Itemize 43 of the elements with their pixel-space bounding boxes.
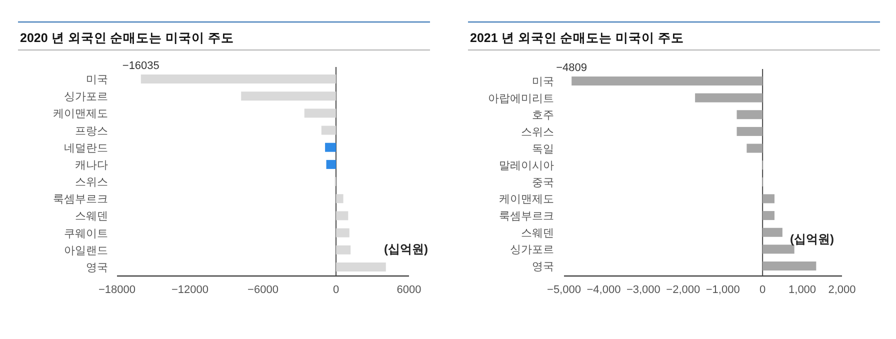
x-tick-label: 0	[332, 284, 340, 296]
y-tick-label: 케이맨제도	[499, 194, 554, 206]
y-tick-label: 미국	[532, 76, 554, 88]
y-tick-label: 스위스	[521, 126, 554, 138]
x-tick-label: −4,000	[586, 284, 621, 296]
y-tick-label: 싱가포르	[64, 91, 108, 104]
y-tick-label: 스웨덴	[75, 210, 108, 223]
annotation: (십억원)	[384, 242, 428, 256]
y-tick-label: 영국	[532, 261, 554, 273]
x-tick-label: 2,000	[828, 284, 856, 296]
x-tick-label: −1,000	[706, 284, 740, 296]
y-tick-label: 룩셈부르크	[499, 210, 554, 223]
y-tick-label: 영국	[86, 262, 108, 274]
data-label: −16035	[122, 60, 160, 72]
y-tick-label: 룩셈부르크	[53, 194, 108, 206]
x-tick-label: −12000	[171, 284, 209, 296]
y-tick-label: 스웨덴	[521, 227, 554, 240]
x-tick-label: −18000	[98, 284, 136, 296]
data-label: −4809	[556, 62, 588, 74]
y-tick-label: 독일	[532, 143, 554, 156]
x-tick-label: −6000	[248, 284, 278, 296]
y-tick-label: 캐나다	[75, 159, 108, 172]
y-tick-label: 아일랜드	[64, 244, 108, 257]
chart-title: 2020 년 외국인 순매도는 미국이 주도	[20, 31, 234, 45]
y-tick-label: 미국	[86, 74, 108, 86]
x-tick-label: −2,000	[666, 284, 700, 296]
annotation: (십억원)	[790, 232, 834, 246]
chart-title: 2021 년 외국인 순매도는 미국이 주도	[470, 31, 684, 45]
y-tick-label: 아랍에미리트	[488, 92, 554, 105]
y-tick-label: 스위스	[75, 176, 108, 189]
x-tick-label: 0	[760, 284, 766, 296]
x-tick-label: 1,000	[788, 284, 816, 296]
y-tick-label: 호주	[532, 110, 554, 122]
x-tick-label: −3,000	[626, 284, 660, 296]
y-tick-label: 케이맨제도	[53, 108, 108, 120]
y-tick-label: 말레이시아	[499, 160, 554, 172]
y-tick-label: 네덜란드	[64, 142, 108, 154]
y-tick-label: 프랑스	[75, 125, 108, 138]
x-tick-label: 6000	[396, 284, 422, 296]
y-tick-label: 중국	[532, 176, 554, 189]
y-tick-label: 쿠웨이트	[64, 228, 108, 240]
x-tick-label: −5,000	[547, 284, 581, 296]
y-tick-label: 싱가포르	[510, 244, 554, 256]
